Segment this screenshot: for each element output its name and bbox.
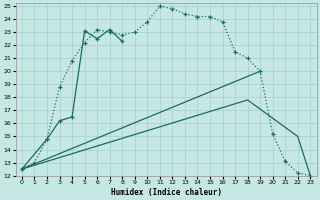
X-axis label: Humidex (Indice chaleur): Humidex (Indice chaleur): [111, 188, 221, 197]
